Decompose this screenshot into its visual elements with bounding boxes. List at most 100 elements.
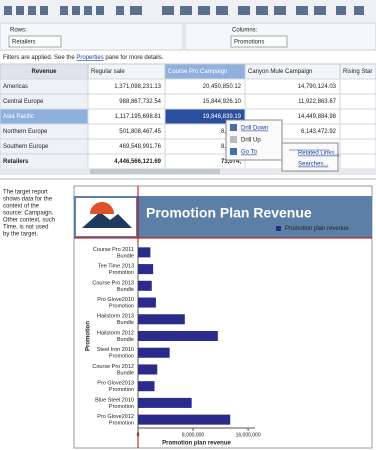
- y-axis-label: Promotion: [86, 321, 92, 351]
- note-line: Time, is not used: [3, 225, 48, 231]
- report-title: Promotion Plan Revenue: [146, 205, 312, 221]
- cell-text: 14,790,124.03: [298, 84, 337, 90]
- bar: [138, 247, 151, 258]
- bar: [138, 381, 155, 392]
- cell-text: Americas: [3, 84, 28, 90]
- cell-text: 6,143,472.92: [301, 129, 337, 135]
- y-tick-label: Promotion: [109, 354, 134, 360]
- menu-item[interactable]: Go To: [241, 150, 258, 156]
- cell-text: Asia Pacific: [3, 114, 34, 120]
- cell-text: Southern Europe: [3, 144, 49, 150]
- header-text: Regular sale: [91, 69, 125, 75]
- cell-text: Retailers: [3, 159, 29, 165]
- columns-label: Columns:: [232, 28, 258, 34]
- cell: [339, 93, 376, 110]
- cell-text: 501,808,467.45: [119, 129, 161, 135]
- cell: [339, 153, 376, 170]
- y-tick-label: Promotion: [109, 421, 134, 427]
- y-tick-label: Pro Glove2010: [97, 297, 134, 303]
- cell: [339, 138, 376, 155]
- cell-text: 4,446,566,121.69: [114, 159, 161, 165]
- y-tick-label: Hailstorm 2013: [97, 314, 134, 320]
- bar: [138, 414, 231, 425]
- logo-mountain: [82, 212, 132, 228]
- cell-text: 1,117,195,698.81: [115, 114, 162, 120]
- submenu-box: [281, 142, 339, 172]
- note-line: shows data for the: [3, 197, 53, 203]
- context-menu: Drill Down Drill Up Go To Related Links... S…: [225, 119, 340, 172]
- y-tick-label: Pro Glove2013: [97, 381, 134, 387]
- bar: [138, 297, 156, 308]
- x-axis-label: Promotion plan revenue: [162, 441, 231, 447]
- cell-text: 469,548,991.76: [119, 144, 161, 150]
- cell-text: 14,449,884.98: [298, 114, 337, 120]
- bar: [138, 347, 170, 358]
- cell-text: 11,922,863.67: [298, 99, 337, 105]
- menu-item[interactable]: Drill Down: [241, 126, 268, 132]
- cell-text: 73,074,: [221, 159, 241, 165]
- cell: [339, 108, 376, 125]
- legend-swatch: [276, 226, 281, 231]
- cell: [339, 123, 376, 140]
- y-tick-label: Promotion: [109, 387, 134, 393]
- header-text: Rising Star: [343, 69, 372, 75]
- bar: [138, 397, 192, 408]
- columns-dropdown[interactable]: [230, 35, 288, 48]
- y-tick-label: Bundle: [117, 370, 134, 376]
- header-text: Revenue: [31, 69, 57, 75]
- bar: [138, 330, 218, 342]
- info-link[interactable]: Properties: [76, 55, 103, 61]
- cell-text: Northern Europe: [3, 129, 48, 135]
- note-line: by the target.: [3, 232, 38, 238]
- menu-icon: [230, 148, 237, 155]
- bar: [138, 364, 158, 375]
- submenu-item[interactable]: Related Links...: [298, 151, 340, 157]
- logo-sun: [90, 202, 114, 214]
- submenu-item[interactable]: Searches...: [298, 162, 329, 168]
- header-text: Course Pro Campaign: [168, 69, 227, 75]
- x-tick-label: 0: [137, 432, 140, 438]
- rows-label: Rows:: [10, 28, 27, 34]
- toolbar-icons: [4, 6, 364, 15]
- header-text: Canyon Mule Campaign: [248, 69, 312, 75]
- rows-dropdown[interactable]: [8, 35, 62, 48]
- info-after: pane for more details.: [104, 55, 164, 61]
- y-tick-label: Bundle: [117, 287, 134, 293]
- bar: [138, 264, 154, 275]
- note-line: context of the: [3, 204, 40, 210]
- cell-text: 15,844,926.10: [203, 99, 242, 105]
- cell-text: 1,371,098,231.13: [114, 84, 161, 90]
- cell-text: Central Europe: [3, 99, 44, 105]
- y-tick-label: Course Pro 2011: [93, 247, 134, 253]
- cell-text: 988,867,732.54: [119, 99, 161, 105]
- y-tick-label: Promotion: [109, 270, 134, 276]
- y-tick-label: Promotion: [109, 303, 134, 309]
- info-before: Filters are applied. See the: [3, 55, 76, 61]
- x-tick-label: 16,000,000: [236, 432, 261, 438]
- note-line: The target report: [3, 190, 48, 196]
- y-tick-label: Bundle: [117, 320, 134, 326]
- y-tick-label: Course Pro 2013: [92, 280, 134, 286]
- bar: [138, 280, 152, 291]
- y-tick-label: Course Pro 2012: [92, 364, 134, 370]
- menu-icon: [230, 136, 237, 143]
- menu-icon: [230, 124, 237, 131]
- x-tick-label: 8,000,000: [182, 432, 204, 438]
- cell: [339, 78, 376, 95]
- columns-value[interactable]: Promotions: [234, 40, 264, 46]
- y-tick-label: Hailstorm 2012: [97, 330, 134, 336]
- menu-item[interactable]: Drill Up: [241, 138, 261, 144]
- rows-value[interactable]: Retailers: [12, 40, 36, 46]
- cell-text: 20,450,850.12: [203, 84, 242, 90]
- chart: 0 8,000,000 16,000,000 Promotion plan reven…: [86, 226, 349, 447]
- y-tick-label: Pro Glove2012: [97, 414, 134, 420]
- y-tick-label: Promotion: [109, 404, 134, 410]
- y-tick-label: Bundle: [117, 337, 134, 343]
- scroll-thumb[interactable]: [90, 169, 220, 174]
- note-line: source: Campaign.: [3, 211, 54, 217]
- y-tick-label: Blue Steel 2010: [95, 397, 134, 403]
- y-tick-label: Bundle: [117, 253, 134, 259]
- y-tick-label: Tee Time 2013: [98, 264, 134, 270]
- legend-label: Promotion plan revenue: [285, 226, 349, 232]
